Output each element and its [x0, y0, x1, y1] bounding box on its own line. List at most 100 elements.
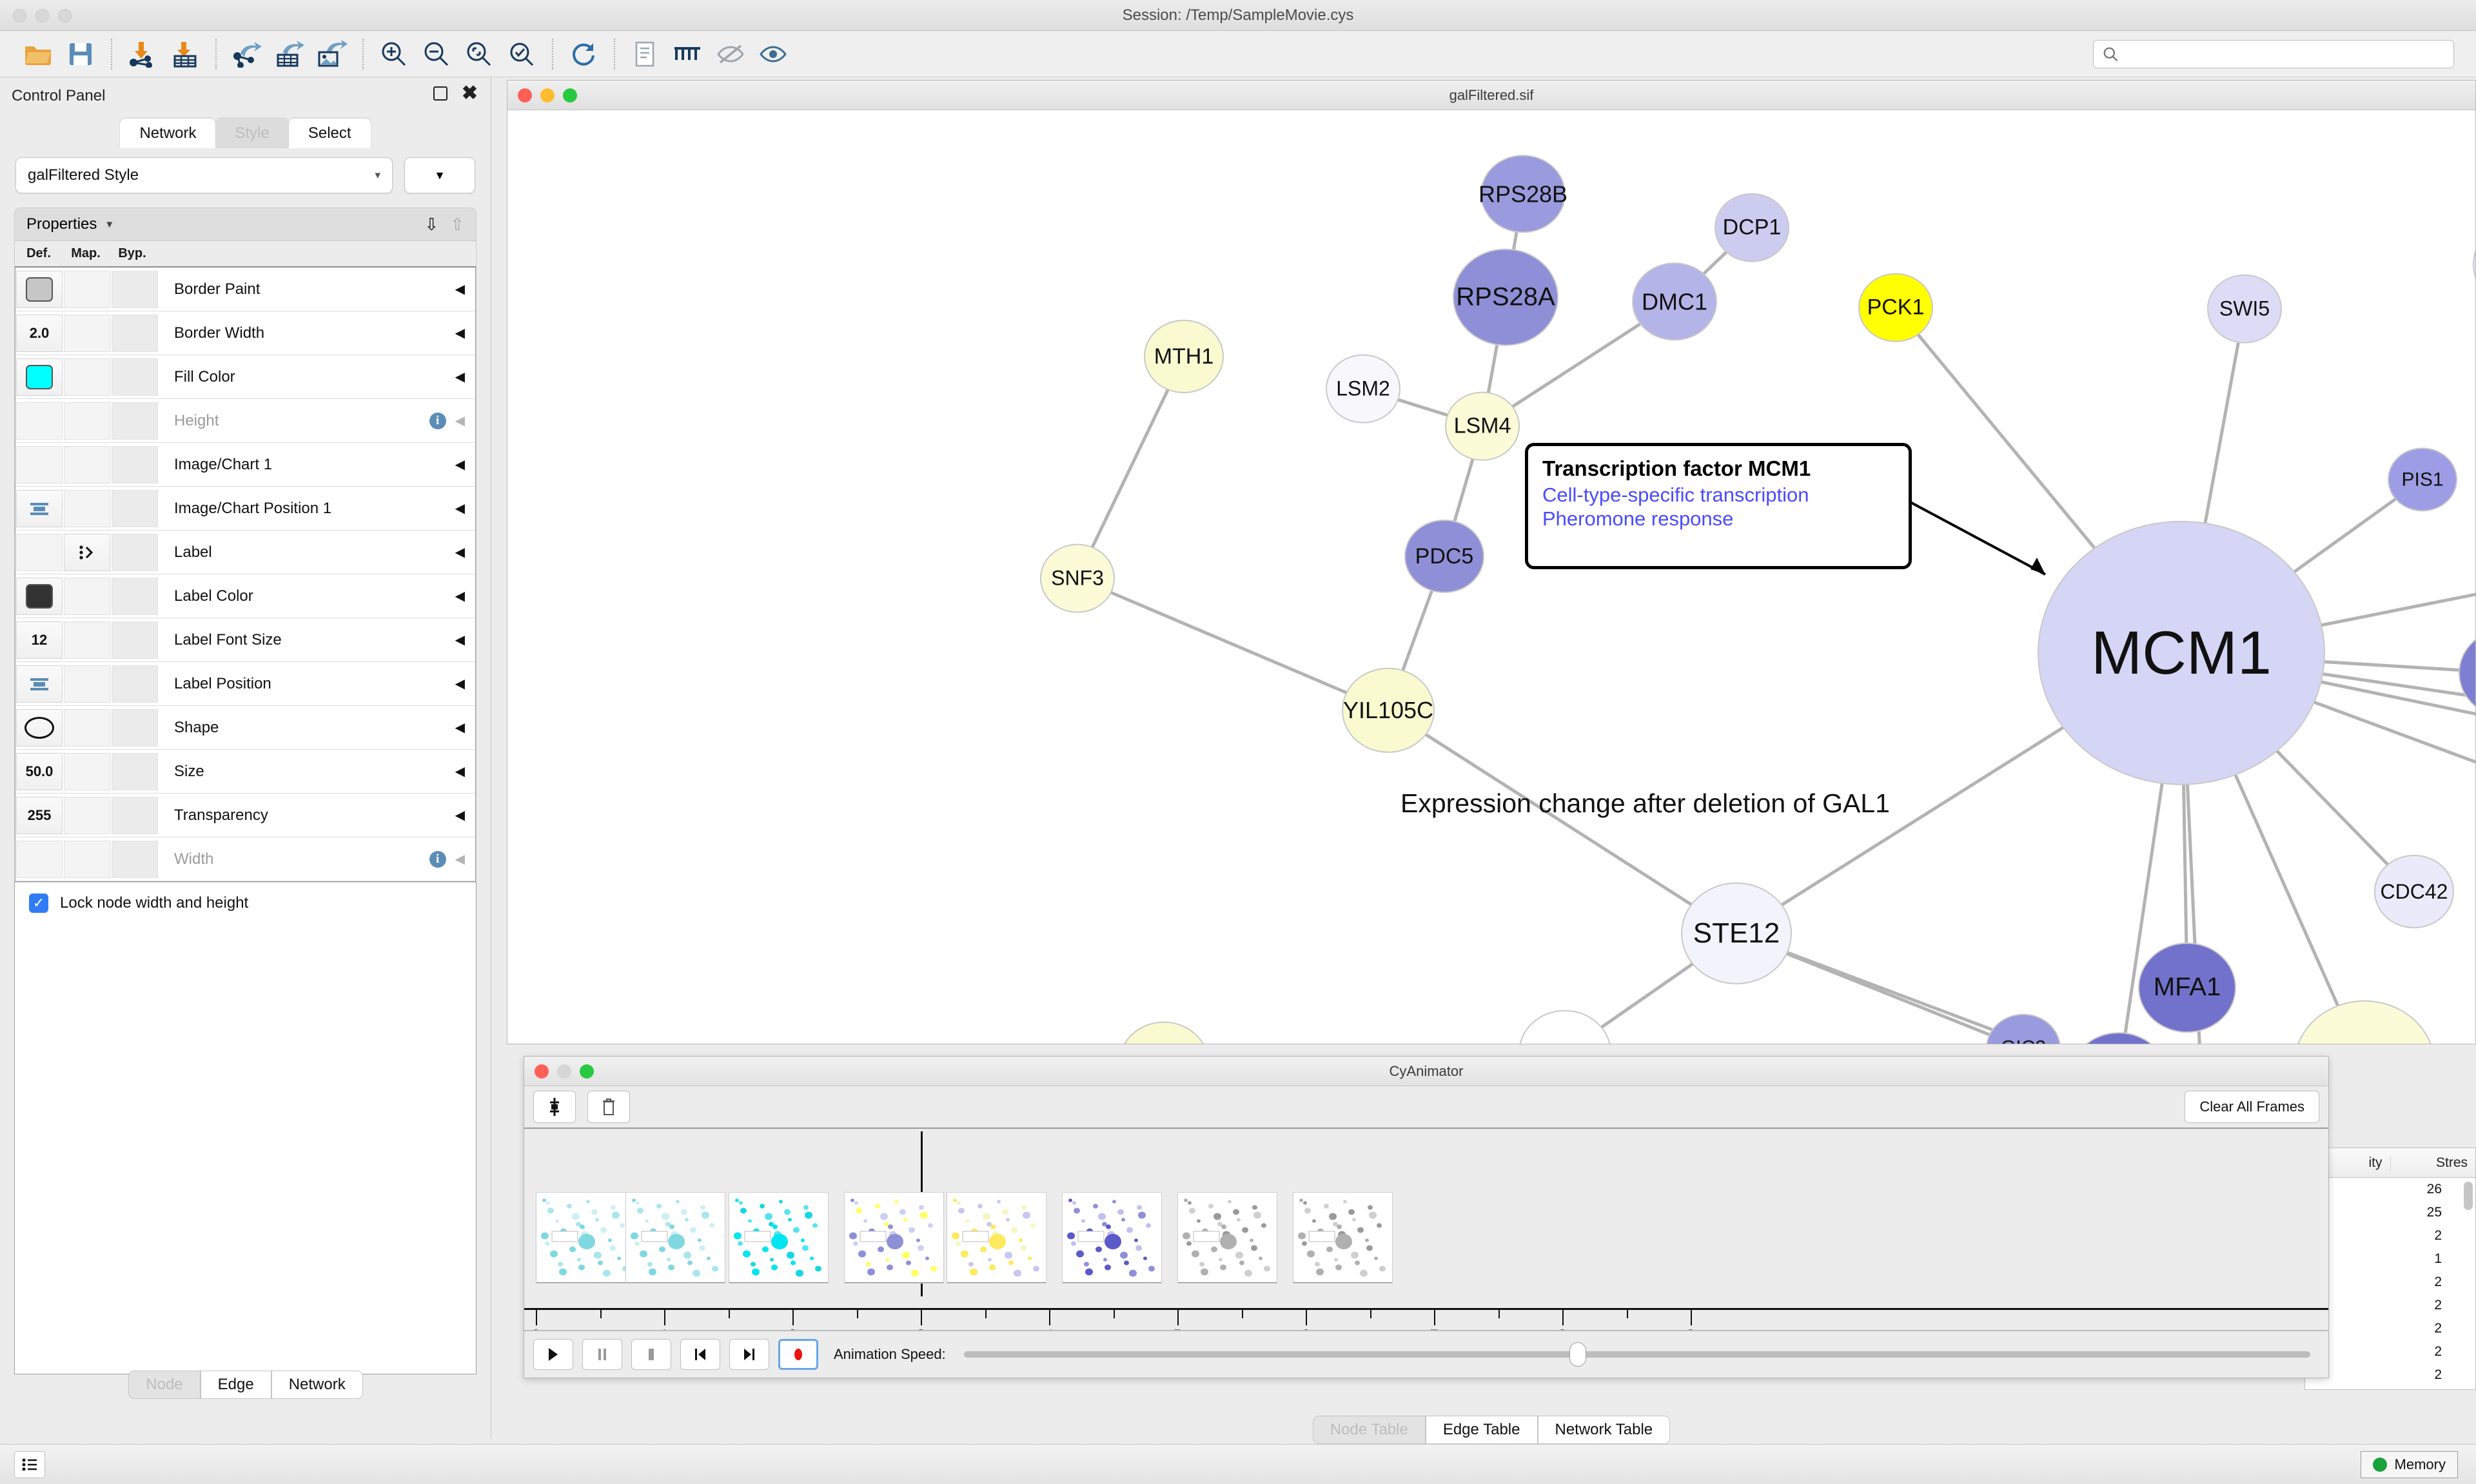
lock-node-size-checkbox[interactable]: ✓	[29, 893, 48, 913]
new-network-icon[interactable]	[624, 35, 667, 73]
list-icon[interactable]	[14, 1450, 45, 1478]
info-icon[interactable]: i	[429, 412, 446, 429]
add-frame-button[interactable]	[533, 1091, 576, 1123]
property-bypass-cell[interactable]	[112, 665, 158, 703]
property-row-image-chart-position-1[interactable]: Image/Chart Position 1 ◀	[15, 487, 475, 531]
network-node-pck1[interactable]: PCK1	[1858, 273, 1933, 342]
timeline-frame[interactable]	[536, 1192, 636, 1284]
expand-property-icon[interactable]: ◀	[455, 502, 465, 516]
expand-property-icon[interactable]: ◀	[455, 721, 465, 735]
timeline-frame[interactable]	[1061, 1192, 1162, 1284]
maximize-window-button[interactable]	[58, 9, 72, 23]
tab-node[interactable]: Node	[128, 1371, 201, 1399]
property-default-cell[interactable]	[16, 665, 63, 703]
hide-icon[interactable]	[709, 35, 752, 73]
layout-icon[interactable]	[667, 35, 709, 73]
collapse-all-icon[interactable]: ⇧	[450, 214, 464, 234]
clear-all-frames-button[interactable]: Clear All Frames	[2185, 1091, 2319, 1123]
network-node-mth1[interactable]: MTH1	[1144, 319, 1224, 394]
property-mapping-cell[interactable]	[64, 752, 110, 790]
export-network-icon[interactable]	[226, 35, 268, 73]
play-button[interactable]	[533, 1339, 573, 1370]
property-default-cell[interactable]	[16, 445, 63, 483]
close-network-button[interactable]	[518, 88, 532, 103]
table-row[interactable]: 1	[2305, 1247, 2475, 1271]
property-bypass-cell[interactable]	[112, 314, 158, 352]
network-node-swi5[interactable]: SWI5	[2207, 274, 2282, 344]
search-input[interactable]	[2125, 46, 2453, 63]
expand-property-icon[interactable]: ◀	[455, 677, 465, 691]
open-folder-icon[interactable]	[17, 35, 59, 73]
property-row-label-font-size[interactable]: 12 Label Font Size ◀	[15, 618, 475, 662]
minimize-network-button[interactable]	[540, 88, 555, 103]
refresh-icon[interactable]	[562, 35, 605, 73]
skip-forward-button[interactable]	[729, 1339, 769, 1370]
property-default-cell[interactable]	[16, 358, 63, 396]
zoom-selected-icon[interactable]	[500, 35, 543, 73]
property-row-shape[interactable]: Shape ◀	[15, 706, 475, 750]
lock-node-size-row[interactable]: ✓ Lock node width and height	[14, 882, 477, 923]
cyanimator-frame-track[interactable]	[524, 1129, 2328, 1308]
zoom-fit-icon[interactable]	[458, 35, 500, 73]
property-bypass-cell[interactable]	[112, 533, 158, 571]
property-default-cell[interactable]	[16, 402, 63, 440]
property-row-height[interactable]: Height i ◀	[15, 399, 475, 443]
expand-property-icon[interactable]: ◀	[455, 458, 465, 472]
property-bypass-cell[interactable]	[112, 445, 158, 483]
property-bypass-cell[interactable]	[112, 752, 158, 790]
tab-network-table[interactable]: Network Table	[1537, 1416, 1671, 1444]
tab-network-style[interactable]: Network	[271, 1371, 363, 1399]
show-icon[interactable]	[752, 35, 794, 73]
window-controls[interactable]	[13, 9, 72, 23]
network-node-mfa1[interactable]: MFA1	[2138, 942, 2236, 1033]
property-bypass-cell[interactable]	[112, 577, 158, 615]
import-network-icon[interactable]	[121, 35, 164, 73]
node-data-table[interactable]: ity Stres 26 25 2 1 2 2 2 2 2	[2304, 1147, 2476, 1390]
tab-style[interactable]: Style	[215, 119, 289, 148]
expand-property-icon[interactable]: ◀	[455, 852, 465, 866]
timeline-frame[interactable]	[625, 1192, 726, 1284]
property-mapping-cell[interactable]	[64, 270, 110, 308]
import-table-icon[interactable]	[164, 35, 206, 73]
skip-back-button[interactable]	[680, 1339, 720, 1370]
close-cyanimator-button[interactable]	[535, 1064, 549, 1079]
property-bypass-cell[interactable]	[112, 270, 158, 308]
property-row-image-chart-1[interactable]: Image/Chart 1 ◀	[15, 443, 475, 487]
minimize-window-button[interactable]	[35, 9, 49, 23]
table-row[interactable]: 2	[2305, 1363, 2475, 1387]
property-default-cell[interactable]: 255	[16, 796, 63, 834]
network-node-dcp1[interactable]: DCP1	[1715, 193, 1789, 262]
table-row[interactable]: 2	[2305, 1294, 2475, 1317]
table-row[interactable]: 2	[2305, 1340, 2475, 1363]
property-mapping-cell[interactable]	[64, 402, 110, 440]
delete-frame-button[interactable]	[587, 1091, 630, 1123]
data-table-scrollbar[interactable]	[2464, 1182, 2473, 1210]
column-header-centrality[interactable]: ity	[2368, 1155, 2383, 1170]
network-node-ste12[interactable]: STE12	[1681, 882, 1792, 985]
network-node-cdc42[interactable]: CDC42	[2374, 854, 2454, 929]
property-row-size[interactable]: 50.0 Size ◀	[15, 750, 475, 794]
expand-property-icon[interactable]: ◀	[455, 765, 465, 779]
table-row[interactable]: 2	[2305, 1224, 2475, 1247]
property-default-cell[interactable]	[16, 270, 63, 308]
network-node-pis1[interactable]: PIS1	[2388, 447, 2457, 512]
network-node-pdc5[interactable]: PDC5	[1404, 519, 1484, 594]
property-mapping-cell[interactable]	[64, 533, 110, 571]
minimize-cyanimator-button[interactable]	[557, 1064, 571, 1079]
property-row-transparency[interactable]: 255 Transparency ◀	[15, 794, 475, 837]
property-default-cell[interactable]: 50.0	[16, 752, 63, 790]
expand-property-icon[interactable]: ◀	[455, 633, 465, 647]
property-bypass-cell[interactable]	[112, 708, 158, 747]
property-row-fill-color[interactable]: Fill Color ◀	[15, 355, 475, 399]
tab-edge[interactable]: Edge	[200, 1371, 271, 1399]
property-default-cell[interactable]	[16, 533, 63, 571]
maximize-cyanimator-button[interactable]	[580, 1064, 594, 1079]
float-panel-icon[interactable]	[433, 86, 447, 101]
property-mapping-cell[interactable]	[64, 796, 110, 834]
stop-button[interactable]	[631, 1339, 671, 1370]
property-mapping-cell[interactable]	[64, 665, 110, 703]
table-row[interactable]: 25	[2305, 1201, 2475, 1224]
style-options-menu-button[interactable]: ▼	[404, 157, 475, 193]
property-mapping-cell[interactable]	[64, 708, 110, 747]
pause-button[interactable]	[582, 1339, 622, 1370]
